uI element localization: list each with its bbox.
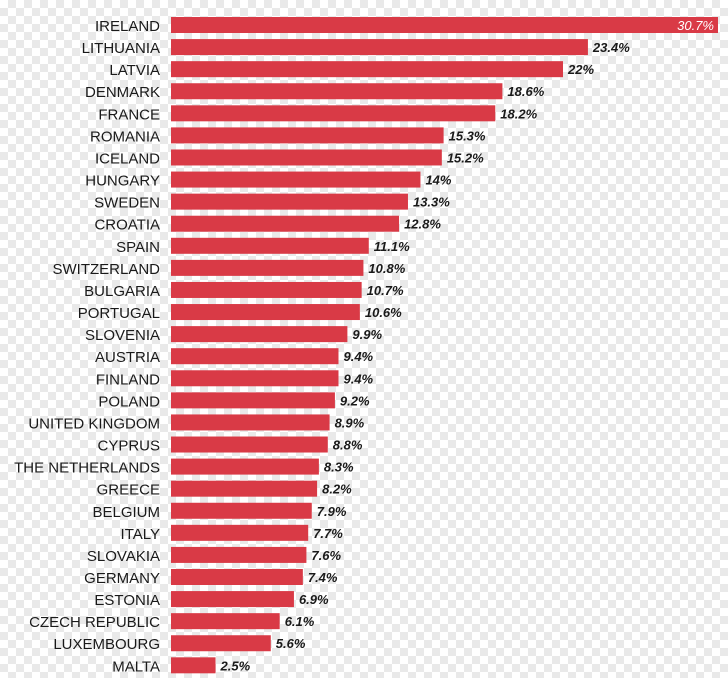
category-label: ROMANIA [90, 128, 160, 145]
category-labels-group: IRELAND LITHUANIA LATVIA DENMARK FRANCE ROMAN… [14, 18, 160, 675]
category-label: SWEDEN [94, 195, 160, 212]
category-label: POLAND [98, 393, 160, 410]
bar-greece [171, 480, 318, 497]
value-label: 7.4% [308, 570, 338, 585]
bar-germany [171, 569, 303, 585]
value-label: 9.9% [352, 327, 382, 342]
bar-austria [171, 348, 339, 365]
category-label: GERMANY [84, 570, 160, 587]
value-label: 15.3% [449, 128, 486, 143]
value-label: 14% [425, 173, 451, 188]
value-label: 30.7% [677, 18, 714, 33]
category-label: BULGARIA [84, 283, 160, 300]
category-label: LITHUANIA [82, 40, 160, 57]
bar-portugal [171, 304, 360, 321]
category-label: ICELAND [95, 150, 160, 167]
value-label: 11.1% [374, 239, 410, 254]
category-label: CROATIA [94, 217, 160, 234]
category-label: SLOVAKIA [87, 548, 160, 565]
category-label: MALTA [112, 658, 160, 675]
category-label: IRELAND [95, 18, 160, 35]
bar-france [171, 105, 496, 122]
category-label: UNITED KINGDOM [28, 415, 160, 432]
value-label: 10.7% [367, 283, 404, 298]
value-label: 10.6% [365, 305, 402, 320]
category-label: GREECE [97, 482, 160, 499]
bar-cyprus [171, 436, 328, 453]
bar-spain [171, 237, 369, 254]
bar-bulgaria [171, 281, 362, 298]
category-label: ESTONIA [94, 592, 160, 609]
value-label: 18.6% [507, 84, 544, 99]
value-label: 8.8% [333, 438, 363, 453]
category-label: PORTUGAL [78, 305, 160, 322]
category-label: FRANCE [98, 106, 160, 123]
value-label: 9.2% [340, 393, 370, 408]
bar-luxembourg [171, 635, 271, 652]
category-label: CZECH REPUBLIC [29, 614, 160, 631]
category-label: SPAIN [116, 239, 160, 256]
category-label: CYPRUS [97, 438, 160, 455]
bar-poland [171, 392, 335, 409]
category-label: HUNGARY [85, 173, 160, 190]
value-label: 7.6% [311, 548, 341, 563]
value-label: 7.9% [317, 504, 347, 519]
value-label: 8.2% [322, 482, 352, 497]
category-label: BELGIUM [92, 504, 160, 521]
category-label: LATVIA [109, 62, 160, 79]
value-label: 7.7% [313, 526, 343, 541]
value-label: 12.8% [404, 217, 441, 232]
bar-czech-republic [171, 613, 280, 630]
category-label: THE NETHERLANDS [14, 460, 160, 477]
bar-latvia [171, 61, 563, 78]
bar-lithuania [171, 39, 588, 56]
bar-slovakia [171, 546, 307, 563]
bar-hungary [171, 171, 421, 188]
value-label: 10.8% [368, 261, 405, 276]
bar-italy [171, 524, 309, 541]
bar-denmark [171, 83, 503, 100]
value-label: 5.6% [276, 636, 306, 651]
category-label: DENMARK [85, 84, 160, 101]
bar-slovenia [171, 326, 348, 343]
bar-sweden [171, 193, 408, 210]
category-label: ITALY [121, 526, 160, 543]
value-label: 22% [567, 62, 594, 77]
value-label: 18.2% [500, 106, 537, 121]
bar-malta [171, 657, 216, 674]
bar-ireland [171, 17, 718, 33]
bar-united-kingdom [171, 414, 330, 431]
value-label: 6.1% [285, 614, 315, 629]
value-label: 6.9% [299, 592, 329, 607]
value-label: 15.2% [447, 150, 484, 165]
category-label: SLOVENIA [85, 327, 160, 344]
bar-croatia [171, 215, 400, 232]
value-label: 9.4% [343, 371, 373, 386]
value-label: 8.9% [335, 415, 365, 430]
bar-estonia [171, 591, 294, 608]
bar-switzerland [171, 259, 364, 276]
category-label: SWITZERLAND [52, 261, 160, 278]
bar-belgium [171, 502, 312, 519]
value-label: 23.4% [592, 40, 630, 55]
bar-finland [171, 370, 339, 387]
bar-romania [171, 127, 444, 144]
value-labels-group: 30.7% 23.4% 22% 18.6% 18.2% 15.3% 15.2% 14% 13.3… [220, 18, 714, 673]
value-label: 9.4% [343, 349, 373, 364]
value-label: 8.3% [324, 460, 354, 475]
bars-group [171, 17, 718, 674]
value-label: 2.5% [220, 658, 251, 673]
value-label: 13.3% [413, 195, 450, 210]
category-label: AUSTRIA [95, 349, 160, 366]
bar-iceland [171, 149, 442, 166]
category-label: LUXEMBOURG [53, 636, 160, 653]
bar-the-netherlands [171, 458, 319, 475]
category-label: FINLAND [96, 371, 160, 388]
